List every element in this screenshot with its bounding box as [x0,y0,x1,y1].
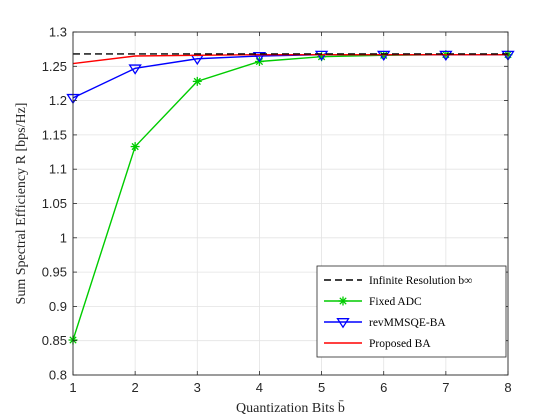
data-point [130,142,140,152]
legend-label: revMMSQE-BA [369,317,446,329]
tick-labels: 1 2 3 4 5 6 7 8 0.8 0.85 0.9 0.95 1 1.05 1.1 1.15 1.2 1.2… [42,25,512,396]
legend-item: revMMSQE-BA [324,317,446,329]
data-point [377,50,391,62]
y-tick-label: 0.9 [49,299,67,314]
data-point [314,50,329,62]
x-tick-label: 1 [69,380,76,395]
legend-box [316,265,507,358]
x-tick-label: 5 [318,380,325,395]
legend-label: Infinite Resolution b∞ [369,275,472,287]
x-tick-label: 7 [442,380,449,395]
legend-marker [336,318,350,329]
series-layer [66,50,515,345]
y-tick-label: 1.05 [42,196,67,211]
legend-item: Infinite Resolution b∞ [324,275,472,287]
legend-item: Fixed ADC [324,296,422,308]
y-tick-label: 1.2 [49,93,67,108]
data-point [192,76,202,86]
x-tick-label: 3 [194,380,201,395]
legend: Infinite Resolution b∞ Fixed ADC revMMSQE-… [316,265,507,358]
x-tick-label: 6 [380,380,387,395]
y-tick-label: 1.3 [49,25,67,40]
y-tick-label: 0.85 [42,333,67,348]
x-axis-label: Quantization Bits b̄ [236,400,345,416]
legend-item: Proposed BA [324,338,431,350]
series-3 [72,53,508,65]
axes-box [72,31,509,376]
data-point [252,52,267,63]
data-point [128,64,142,75]
y-tick-label: 1 [60,230,67,245]
series-line [72,53,508,65]
y-tick-label: 1.25 [42,59,67,74]
y-axis-label: Sum Spectral Efficiency R [bps/Hz] [14,103,29,305]
data-point [439,50,453,62]
x-tick-label: 4 [256,380,263,395]
x-tick-label: 8 [504,380,511,395]
legend-label: Proposed BA [369,338,431,350]
axes [72,31,509,376]
y-tick-label: 1.1 [49,162,67,177]
y-tick-label: 1.15 [42,127,67,142]
y-tick-label: 0.95 [42,265,67,280]
y-tick-label: 0.8 [49,368,67,383]
legend-marker [338,296,348,306]
x-tick-label: 2 [132,380,139,395]
legend-label: Fixed ADC [369,296,422,308]
